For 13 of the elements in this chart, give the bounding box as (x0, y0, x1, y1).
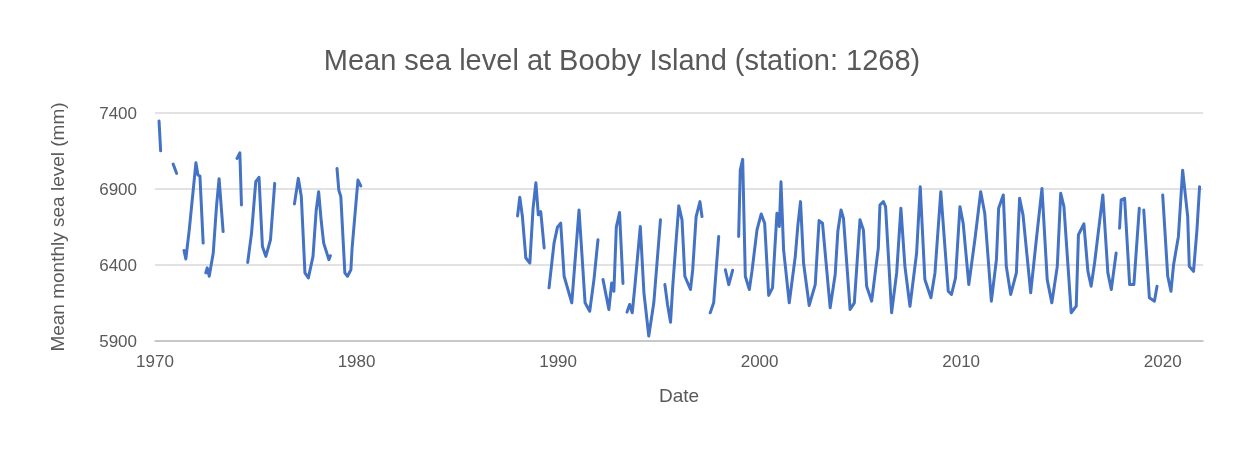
x-axis-title: Date (658, 385, 700, 406)
y-tick-label: 5900 (99, 331, 137, 351)
y-tick-label: 6400 (99, 255, 137, 275)
x-tick-label: 2010 (942, 352, 981, 371)
x-tick-label: 1990 (539, 352, 577, 371)
chart-title: Mean sea level at Booby Island (station: 1268) (323, 43, 921, 76)
y-axis-title: Mean monthly sea level (mm) (47, 102, 68, 352)
y-tick-label: 6900 (99, 179, 137, 199)
x-tick-label: 1970 (136, 352, 174, 371)
y-tick-label: 7400 (99, 103, 137, 123)
x-tick-label: 1980 (337, 352, 376, 371)
x-tick-label: 2020 (1143, 352, 1182, 371)
x-tick-label: 2000 (740, 352, 779, 371)
